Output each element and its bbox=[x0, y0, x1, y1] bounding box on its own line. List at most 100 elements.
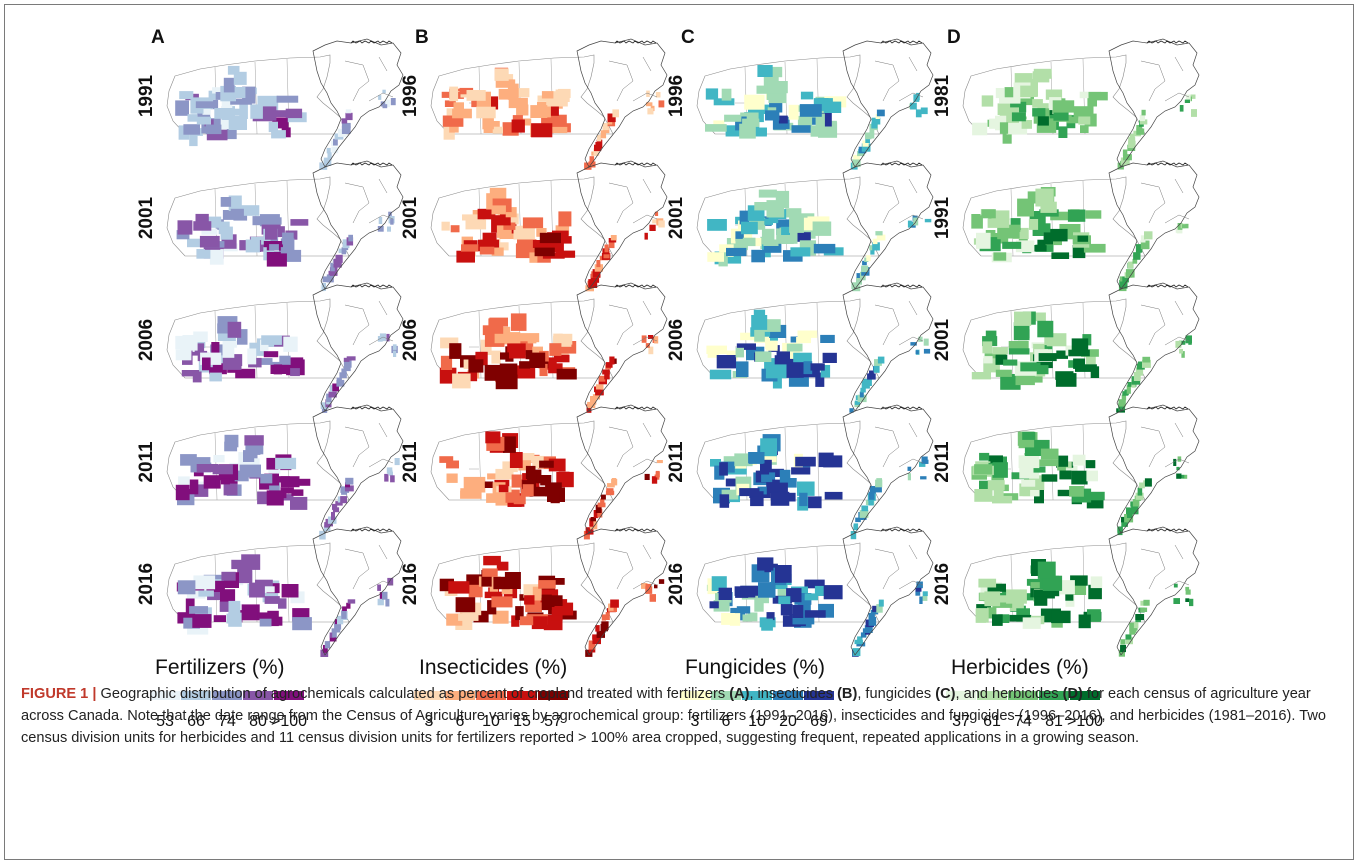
choropleth-map bbox=[962, 282, 1200, 413]
choropleth-map bbox=[962, 404, 1200, 536]
legend-tick-label: 74 bbox=[1014, 713, 1032, 730]
legend-swatch bbox=[804, 691, 834, 700]
legend-swatch bbox=[150, 691, 180, 700]
choropleth-map bbox=[962, 526, 1200, 657]
legend-title: Insecticides (%) bbox=[419, 656, 568, 679]
caption-label: FIGURE 1 | bbox=[21, 686, 97, 702]
legend-swatch bbox=[680, 691, 710, 700]
panel-letter-d: D bbox=[947, 27, 961, 48]
census-division-cells bbox=[710, 434, 929, 540]
legend-color-scale bbox=[680, 691, 835, 700]
legend-swatch bbox=[977, 691, 1007, 700]
legend-tick-label: 6 bbox=[721, 713, 731, 730]
census-division-cells bbox=[706, 309, 931, 413]
census-division-cells bbox=[175, 434, 400, 540]
choropleth-map bbox=[166, 38, 404, 170]
legend-swatch bbox=[1008, 691, 1038, 700]
choropleth-map bbox=[166, 160, 404, 292]
legend-color-scale bbox=[414, 691, 569, 700]
choropleth-map bbox=[430, 160, 668, 292]
caption-text-4: , and herbicides bbox=[955, 686, 1063, 702]
choropleth-map bbox=[962, 160, 1200, 292]
legend-swatch bbox=[538, 691, 568, 700]
legend-tick-label: 20 bbox=[779, 713, 797, 730]
legend-tick-label: 53 bbox=[156, 713, 174, 730]
census-division-cells bbox=[439, 431, 663, 540]
legend-tick-label: 66 bbox=[187, 713, 205, 730]
legend-swatch bbox=[274, 691, 304, 700]
census-division-cells bbox=[975, 559, 1194, 657]
legend-tick-label: 6 bbox=[455, 713, 465, 730]
legend-tick-label: 57 bbox=[544, 713, 562, 730]
caption-ref-c: (C) bbox=[935, 686, 956, 702]
legend-tick-label: 74 bbox=[218, 713, 236, 730]
panel-letter-c: C bbox=[681, 27, 695, 48]
legend-tick-label: 15 bbox=[513, 713, 531, 730]
choropleth-map bbox=[166, 526, 404, 657]
figure-maps-grid: A 1991 2001 2006 2011 2016 Fertilizers (%) 53 66… bbox=[5, 5, 1355, 745]
legend-swatch bbox=[773, 691, 803, 700]
legend-swatch bbox=[243, 691, 273, 700]
legend-tick-label: >100 bbox=[270, 713, 308, 730]
census-division-cells bbox=[706, 557, 928, 657]
census-division-cells bbox=[705, 65, 928, 170]
figure-frame: A 1991 2001 2006 2011 2016 Fertilizers (%) 53 66… bbox=[4, 4, 1354, 860]
legend-tick-label: 3 bbox=[424, 713, 434, 730]
legend-title: Fungicides (%) bbox=[685, 656, 826, 679]
legend-swatch bbox=[445, 691, 475, 700]
caption-text-5: for each census of agriculture year acro… bbox=[21, 686, 1327, 746]
choropleth-map bbox=[696, 160, 934, 292]
census-division-cells bbox=[971, 187, 1189, 292]
legend-tick-label: 69 bbox=[810, 713, 828, 730]
figure-caption: FIGURE 1 | Geographic distribution of ag… bbox=[21, 683, 1343, 749]
census-division-cells bbox=[441, 67, 665, 170]
legend-tick-label: >100 bbox=[1066, 713, 1104, 730]
choropleth-map bbox=[962, 38, 1200, 170]
caption-text-2: , insecticides bbox=[749, 686, 838, 702]
census-division-cells bbox=[707, 189, 932, 292]
legend-tick-label: 37 bbox=[952, 713, 970, 730]
legend-swatch bbox=[711, 691, 741, 700]
choropleth-map bbox=[430, 404, 668, 540]
census-division-cells bbox=[971, 431, 1188, 536]
panel-letter-b: B bbox=[415, 27, 429, 48]
legend-tick-label: 3 bbox=[690, 713, 700, 730]
census-division-cells bbox=[175, 316, 398, 413]
caption-ref-a: (A) bbox=[729, 686, 750, 702]
census-division-cells bbox=[439, 313, 659, 413]
choropleth-map bbox=[166, 282, 404, 413]
choropleth-map bbox=[430, 526, 668, 657]
legend-tick-label: 80 bbox=[249, 713, 267, 730]
legend-tick-label: 10 bbox=[748, 713, 766, 730]
legend-color-scale bbox=[946, 691, 1101, 700]
legend-swatch bbox=[181, 691, 211, 700]
legend-swatch bbox=[414, 691, 444, 700]
choropleth-map bbox=[696, 526, 934, 657]
legend-tick-label: 10 bbox=[482, 713, 500, 730]
census-division-cells bbox=[175, 65, 396, 170]
legend-tick-label: 81 bbox=[1045, 713, 1063, 730]
legend-swatch bbox=[742, 691, 772, 700]
legend-color-scale bbox=[150, 691, 305, 700]
legend-swatch bbox=[1070, 691, 1100, 700]
legend-swatch bbox=[476, 691, 506, 700]
choropleth-map bbox=[696, 282, 934, 413]
choropleth-map bbox=[430, 38, 668, 170]
legend-swatch bbox=[507, 691, 537, 700]
choropleth-map bbox=[696, 38, 934, 170]
legend-tick-label: 61 bbox=[983, 713, 1001, 730]
legend-swatch bbox=[212, 691, 242, 700]
legend-swatch bbox=[946, 691, 976, 700]
census-division-cells bbox=[176, 195, 395, 292]
legend-swatch bbox=[1039, 691, 1069, 700]
census-division-cells bbox=[971, 311, 1192, 413]
panel-letter-a: A bbox=[151, 27, 165, 48]
caption-ref-b: (B) bbox=[837, 686, 858, 702]
caption-text-3: , fungicides bbox=[857, 686, 936, 702]
legend-title: Fertilizers (%) bbox=[155, 656, 285, 679]
legend-title: Herbicides (%) bbox=[951, 656, 1089, 679]
census-division-cells bbox=[439, 555, 665, 657]
choropleth-map bbox=[696, 404, 934, 540]
caption-ref-d: (D) bbox=[1062, 686, 1083, 702]
census-division-cells bbox=[176, 554, 394, 657]
